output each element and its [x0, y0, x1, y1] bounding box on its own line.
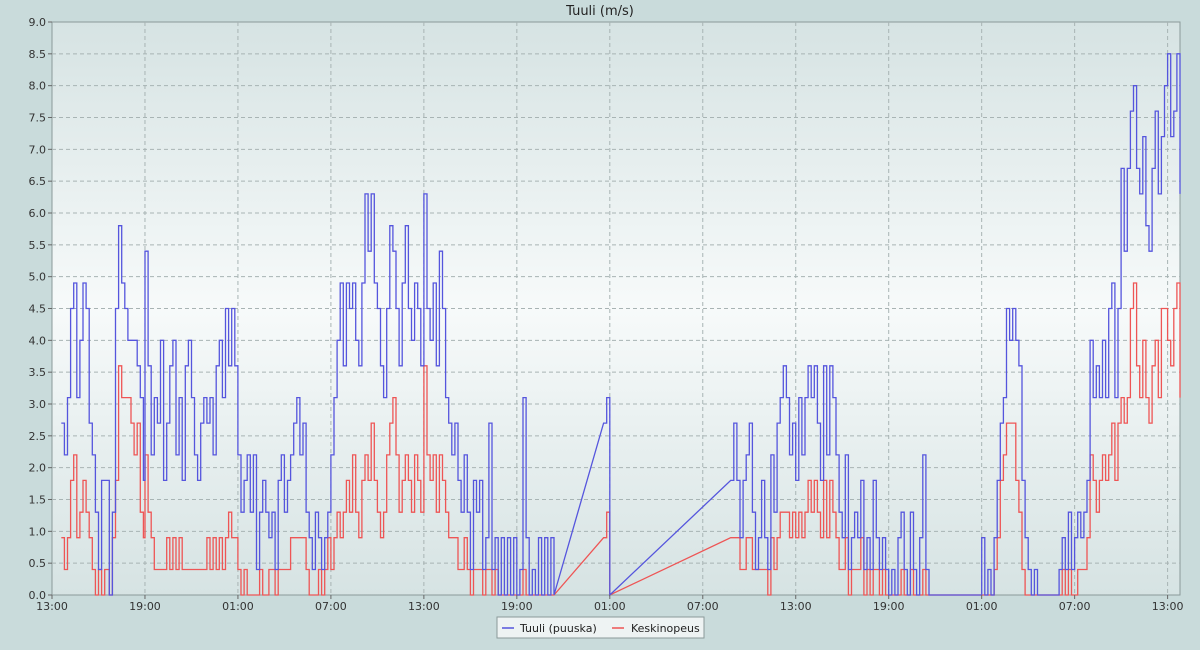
- legend-label-keskinopeus: Keskinopeus: [631, 622, 700, 635]
- x-tick-label: 07:00: [315, 600, 347, 613]
- y-tick-label: 6.0: [29, 207, 47, 220]
- y-tick-label: 3.5: [29, 366, 47, 379]
- y-tick-label: 8.5: [29, 48, 47, 61]
- legend-label-tuuli-puuska: Tuuli (puuska): [519, 622, 597, 635]
- x-tick-label: 07:00: [687, 600, 719, 613]
- x-tick-label: 13:00: [36, 600, 68, 613]
- x-tick-label: 13:00: [1152, 600, 1184, 613]
- x-tick-label: 01:00: [594, 600, 626, 613]
- y-tick-label: 6.5: [29, 175, 47, 188]
- x-axis: 13:00 19:00 01:00 07:00 13:00 19:00 01:00 07:00…: [36, 595, 1183, 613]
- y-axis: 0.0 0.5 1.0 1.5 2.0 2.5 3.0 3.5 4.0 4.5 5.0 5.5 6.0 6…: [29, 16, 52, 602]
- series-layer: [61, 53, 1181, 597]
- y-tick-label: 4.0: [29, 334, 47, 347]
- x-tick-label: 01:00: [966, 600, 998, 613]
- x-tick-label: 07:00: [1059, 600, 1091, 613]
- series-line-tuuli-puuska: [61, 53, 1181, 597]
- legend-box: [496, 616, 705, 639]
- y-tick-label: 4.5: [29, 303, 47, 316]
- y-tick-label: 2.0: [29, 462, 47, 475]
- y-tick-label: 2.5: [29, 430, 47, 443]
- y-tick-label: 3.0: [29, 398, 47, 411]
- legend[interactable]: Tuuli (puuska) Keskinopeus: [496, 616, 705, 639]
- y-tick-label: 5.0: [29, 271, 47, 284]
- x-tick-label: 01:00: [222, 600, 254, 613]
- y-tick-label: 0.0: [29, 589, 47, 602]
- y-tick-label: 7.5: [29, 112, 47, 125]
- x-tick-label: 13:00: [780, 600, 812, 613]
- x-tick-label: 19:00: [129, 600, 161, 613]
- x-tick-label: 13:00: [408, 600, 440, 613]
- y-tick-label: 7.0: [29, 143, 47, 156]
- y-tick-label: 1.0: [29, 525, 47, 538]
- x-tick-label: 19:00: [501, 600, 533, 613]
- chart-title: Tuuli (m/s): [565, 4, 634, 19]
- y-tick-label: 5.5: [29, 239, 47, 252]
- y-tick-label: 9.0: [29, 16, 47, 29]
- y-tick-label: 8.0: [29, 80, 47, 93]
- x-tick-label: 19:00: [873, 600, 905, 613]
- y-tick-label: 0.5: [29, 557, 47, 570]
- y-tick-label: 1.5: [29, 494, 47, 507]
